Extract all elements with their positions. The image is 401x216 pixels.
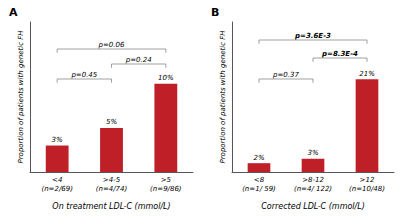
svg-text:>12: >12 — [360, 176, 375, 184]
svg-text:<8: <8 — [254, 176, 265, 184]
svg-text:A: A — [9, 6, 18, 19]
svg-text:B: B — [211, 6, 219, 19]
svg-text:Proportion of patients with ge: Proportion of patients with genetic FH — [219, 30, 227, 164]
svg-text:>4-5: >4-5 — [103, 176, 121, 184]
svg-text:(n=2/69): (n=2/69) — [41, 185, 73, 193]
svg-text:Corrected LDL-C (mmol/L): Corrected LDL-C (mmol/L) — [261, 202, 365, 211]
svg-text:p=0.45: p=0.45 — [70, 71, 97, 79]
svg-text:5%: 5% — [106, 118, 117, 126]
svg-text:10%: 10% — [158, 74, 174, 82]
svg-text:2%: 2% — [253, 154, 264, 162]
svg-text:p=0.24: p=0.24 — [125, 56, 152, 64]
svg-text:(n=4/74): (n=4/74) — [96, 185, 128, 193]
svg-text:(n=1/ 59): (n=1/ 59) — [242, 185, 276, 193]
svg-text:(n=4/ 122): (n=4/ 122) — [294, 185, 332, 193]
svg-text:p=0.37: p=0.37 — [272, 71, 299, 79]
svg-text:p=0.06: p=0.06 — [98, 41, 125, 49]
svg-text:p=3.6E-3: p=3.6E-3 — [294, 32, 331, 40]
svg-text:(n=10/48): (n=10/48) — [349, 185, 385, 193]
svg-text:3%: 3% — [307, 149, 318, 157]
svg-text:>8-12: >8-12 — [302, 176, 324, 184]
svg-text:<4: <4 — [52, 176, 62, 184]
svg-text:Proportion of patients with ge: Proportion of patients with genetic FH — [17, 30, 25, 164]
svg-text:3%: 3% — [52, 136, 63, 144]
svg-text:On treatment LDL-C (mmol/L): On treatment LDL-C (mmol/L) — [52, 202, 170, 211]
svg-text:p=8.3E-4: p=8.3E-4 — [321, 50, 358, 58]
svg-text:(n=9/86): (n=9/86) — [150, 185, 182, 193]
svg-text:>5: >5 — [161, 176, 172, 184]
svg-text:21%: 21% — [359, 70, 375, 78]
